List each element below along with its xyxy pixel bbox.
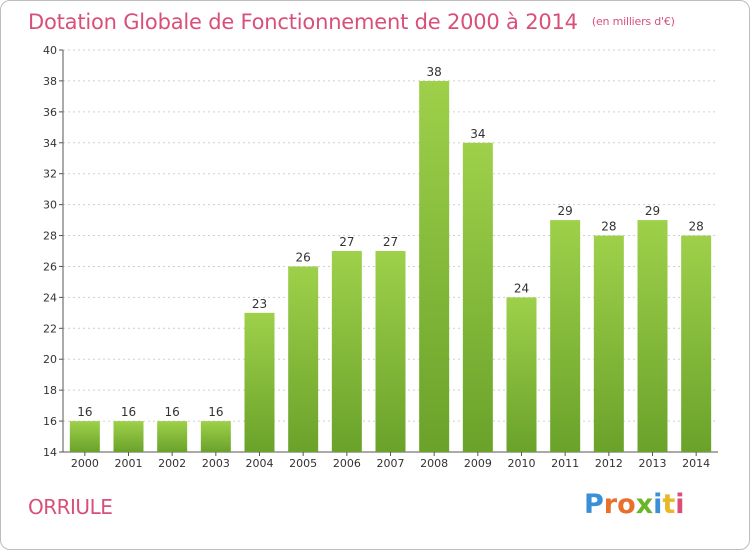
bar-2006 bbox=[331, 251, 362, 452]
x-tick-label-2004: 2004 bbox=[246, 457, 274, 470]
value-label-2004: 23 bbox=[252, 297, 267, 311]
value-label-2003: 16 bbox=[208, 405, 223, 419]
y-tick-label: 26 bbox=[43, 260, 57, 273]
x-tick-label-2007: 2007 bbox=[377, 457, 405, 470]
bar-2000 bbox=[69, 421, 100, 452]
bars bbox=[69, 80, 712, 452]
logo-letter: x bbox=[635, 489, 654, 520]
y-tick-labels: 14 16 18 20 22 24 26 28 30 32 34 36 38 40 bbox=[43, 44, 57, 459]
value-label-2002: 16 bbox=[165, 405, 180, 419]
x-tick-label-2012: 2012 bbox=[595, 457, 623, 470]
logo-letter: t bbox=[662, 489, 676, 520]
x-tick-label-2013: 2013 bbox=[639, 457, 667, 470]
x-tick-label-2014: 2014 bbox=[682, 457, 710, 470]
value-label-2007: 27 bbox=[383, 235, 398, 249]
y-tick-label: 38 bbox=[43, 75, 57, 88]
x-tick-label-2008: 2008 bbox=[420, 457, 448, 470]
y-tick-label: 34 bbox=[43, 137, 57, 150]
chart-subtitle: (en milliers d'€) bbox=[591, 15, 675, 28]
logo-letter: P bbox=[584, 489, 604, 520]
bar-2009 bbox=[462, 142, 493, 452]
value-label-2012: 28 bbox=[601, 220, 616, 234]
x-tick-label-2002: 2002 bbox=[158, 457, 186, 470]
logo-letter: i bbox=[653, 489, 663, 520]
bar-2007 bbox=[375, 251, 406, 452]
y-tick-label: 22 bbox=[43, 322, 57, 335]
value-label-2006: 27 bbox=[339, 235, 354, 249]
bar-2004 bbox=[244, 312, 275, 452]
x-tick-label-2009: 2009 bbox=[464, 457, 492, 470]
bar-2012 bbox=[593, 235, 624, 452]
value-label-2010: 24 bbox=[514, 281, 529, 295]
y-tick-label: 40 bbox=[43, 44, 57, 57]
bar-2008 bbox=[419, 80, 450, 452]
bar-2014 bbox=[681, 235, 712, 452]
bar-2011 bbox=[550, 220, 581, 452]
value-label-2005: 26 bbox=[296, 250, 311, 264]
x-tick-label-2006: 2006 bbox=[333, 457, 361, 470]
logo-letter: o bbox=[617, 489, 636, 520]
bar-2010 bbox=[506, 297, 537, 452]
value-labels: 16 16 16 16 23 26 27 27 38 34 24 29 28 29 28 bbox=[77, 65, 704, 419]
value-label-2008: 38 bbox=[427, 65, 442, 79]
commune-name: ORRIULE bbox=[28, 495, 113, 519]
y-tick-label: 32 bbox=[43, 168, 57, 181]
y-tick-label: 14 bbox=[43, 446, 57, 459]
value-label-2011: 29 bbox=[558, 204, 573, 218]
bar-2002 bbox=[157, 421, 188, 452]
x-tick-label-2003: 2003 bbox=[202, 457, 230, 470]
bar-2005 bbox=[288, 266, 319, 452]
bar-2001 bbox=[113, 421, 144, 452]
value-label-2013: 29 bbox=[645, 204, 660, 218]
bar-2013 bbox=[637, 220, 668, 452]
value-label-2014: 28 bbox=[689, 220, 704, 234]
x-tick-labels: 2000 2001 2002 2003 2004 2005 2006 2007 2008 2009… bbox=[71, 452, 710, 470]
value-label-2000: 16 bbox=[77, 405, 92, 419]
x-tick-label-2001: 2001 bbox=[115, 457, 143, 470]
x-tick-label-2000: 2000 bbox=[71, 457, 99, 470]
x-tick-label-2010: 2010 bbox=[508, 457, 536, 470]
x-tick-label-2011: 2011 bbox=[551, 457, 579, 470]
chart-title-text: Dotation Globale de Fonctionnement de 20… bbox=[28, 10, 578, 34]
bar-2003 bbox=[200, 421, 231, 452]
chart-title: Dotation Globale de Fonctionnement de 20… bbox=[28, 10, 675, 34]
y-tick-label: 18 bbox=[43, 384, 57, 397]
proxiti-logo: Proxiti bbox=[584, 489, 685, 520]
y-tick-label: 16 bbox=[43, 415, 57, 428]
y-tick-label: 28 bbox=[43, 230, 57, 243]
y-tick-label: 24 bbox=[43, 291, 57, 304]
value-label-2009: 34 bbox=[470, 127, 485, 141]
logo-letter: i bbox=[675, 489, 685, 520]
value-label-2001: 16 bbox=[121, 405, 136, 419]
y-tick-label: 30 bbox=[43, 199, 57, 212]
y-tick-label: 20 bbox=[43, 353, 57, 366]
x-tick-label-2005: 2005 bbox=[289, 457, 317, 470]
y-tick-label: 36 bbox=[43, 106, 57, 119]
logo-letter: r bbox=[603, 489, 618, 520]
